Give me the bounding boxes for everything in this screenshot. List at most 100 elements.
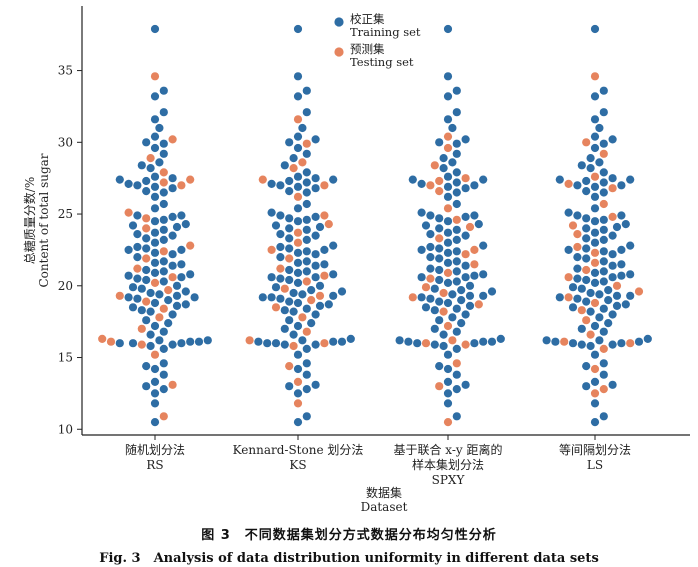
figure-caption-cn: 图 3 不同数据集划分方式数据分布均匀性分析 <box>201 528 497 543</box>
training-point <box>155 290 164 299</box>
training-point <box>470 181 479 190</box>
testing-point <box>137 340 146 349</box>
training-point <box>289 330 298 339</box>
testing-point <box>599 385 608 394</box>
training-point <box>590 238 600 247</box>
testing-point <box>443 418 453 427</box>
y-tick-label: 20 <box>58 279 73 293</box>
testing-point <box>293 238 303 247</box>
training-point <box>586 288 595 298</box>
training-point <box>293 321 303 331</box>
training-point <box>329 241 338 250</box>
training-point <box>590 92 600 101</box>
training-point <box>150 172 160 181</box>
testing-point <box>133 264 142 273</box>
training-point <box>258 293 267 302</box>
testing-point <box>293 399 303 408</box>
testing-point <box>159 168 168 177</box>
training-point <box>582 224 591 233</box>
testing-point <box>586 330 595 339</box>
training-point <box>487 287 497 296</box>
x-axis-title: 数据集 <box>366 485 402 500</box>
training-point <box>320 260 329 269</box>
testing-point <box>186 241 195 250</box>
training-point <box>643 334 652 343</box>
training-point <box>417 208 426 217</box>
training-point <box>582 362 591 371</box>
training-point <box>150 217 160 226</box>
testing-point <box>608 184 617 193</box>
training-point <box>133 242 142 252</box>
training-point <box>479 175 488 184</box>
training-point <box>137 161 146 170</box>
training-point <box>573 181 582 190</box>
training-point <box>617 211 626 220</box>
training-point <box>128 339 138 348</box>
testing-point <box>177 181 186 190</box>
training-point <box>461 212 470 221</box>
training-point <box>293 248 303 257</box>
training-point <box>311 310 320 319</box>
training-point <box>311 231 320 240</box>
training-point <box>329 175 338 184</box>
testing-point <box>302 277 311 286</box>
y-tick-label: 15 <box>58 351 73 365</box>
training-point <box>595 336 604 345</box>
training-point <box>311 340 320 349</box>
training-point <box>590 418 600 427</box>
training-point <box>285 224 294 233</box>
training-point <box>435 254 444 263</box>
training-point <box>443 24 453 34</box>
training-point <box>621 220 630 229</box>
testing-point <box>168 273 177 282</box>
testing-point <box>426 181 435 190</box>
testing-point <box>142 214 151 223</box>
training-point <box>329 337 338 346</box>
testing-point <box>298 158 307 167</box>
testing-point <box>421 283 431 292</box>
testing-point <box>245 336 254 345</box>
training-point <box>590 377 600 386</box>
training-point <box>443 172 453 181</box>
training-point <box>293 217 303 226</box>
training-point <box>604 286 613 295</box>
training-point <box>285 187 294 196</box>
training-point <box>285 234 294 243</box>
training-point <box>280 324 289 333</box>
training-point <box>582 297 591 306</box>
training-point <box>150 321 160 331</box>
training-point <box>311 250 320 259</box>
testing-point <box>320 211 329 220</box>
testing-point <box>137 324 146 333</box>
training-point <box>159 235 168 244</box>
training-point <box>133 294 142 303</box>
training-point <box>595 313 604 322</box>
training-point <box>395 336 404 345</box>
training-point <box>311 184 320 193</box>
testing-point <box>320 181 329 190</box>
training-point <box>267 273 276 282</box>
training-point <box>142 362 151 371</box>
training-point <box>311 261 320 270</box>
training-point <box>599 215 608 224</box>
training-point <box>133 230 142 239</box>
testing-point <box>634 287 644 296</box>
training-point <box>452 412 461 421</box>
training-point <box>599 412 608 421</box>
training-point <box>302 108 311 117</box>
training-point <box>461 184 470 193</box>
training-point <box>435 316 444 325</box>
testing-point <box>582 138 591 147</box>
training-point <box>133 274 142 283</box>
testing-point <box>590 364 600 374</box>
training-point <box>590 182 600 191</box>
testing-point <box>439 307 448 316</box>
training-point <box>608 273 617 282</box>
testing-point <box>142 254 151 263</box>
training-point <box>150 182 160 191</box>
training-point <box>564 245 573 254</box>
testing-point <box>448 336 457 345</box>
training-point <box>470 271 479 280</box>
training-point <box>150 238 160 247</box>
